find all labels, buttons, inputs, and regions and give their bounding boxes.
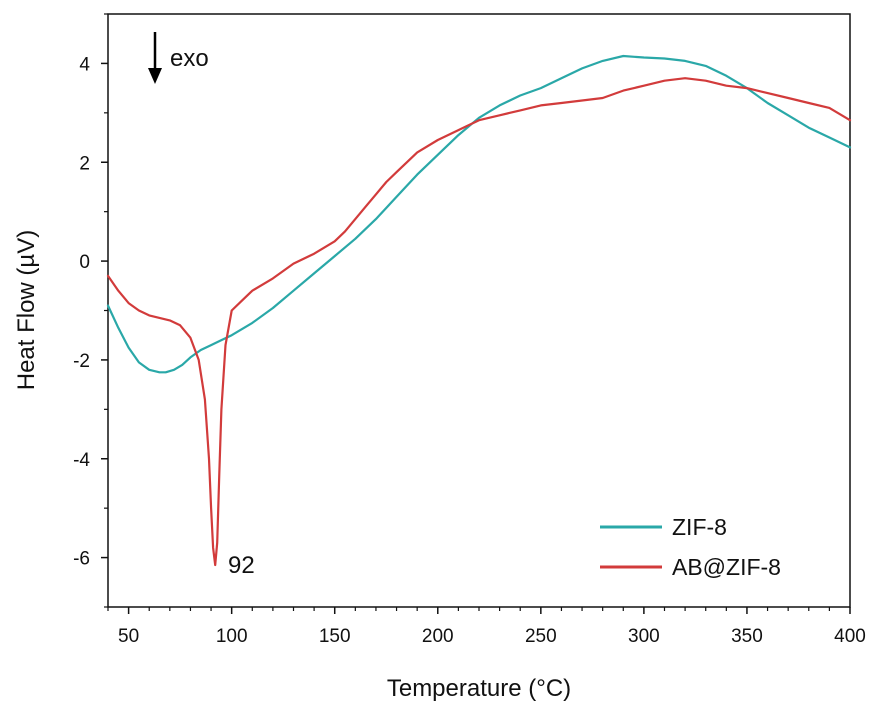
- y-tick-label: -4: [73, 450, 90, 471]
- x-tick-label: 100: [216, 626, 248, 647]
- plot-frame: [107, 13, 851, 608]
- x-tick-label: 250: [525, 626, 557, 647]
- exo-annotation: exo: [148, 32, 209, 84]
- x-tick-label: 200: [422, 626, 454, 647]
- series-line-ab-zif8: [106, 77, 852, 567]
- exo-label: exo: [170, 45, 209, 72]
- x-tick-label: 400: [834, 626, 866, 647]
- y-tick-label: 4: [79, 54, 90, 75]
- x-tick-label: 50: [118, 626, 139, 647]
- series-layer: [106, 54, 852, 567]
- y-tick-label: -2: [73, 351, 90, 372]
- series-line-zif8: [106, 54, 852, 374]
- x-tick-label: 350: [731, 626, 763, 647]
- y-tick-label: -6: [73, 549, 90, 570]
- x-tick-label: 300: [628, 626, 660, 647]
- axis-ticks: 50 100 150 200 250 300 350 400 -6 -4 -2 0 2 4: [73, 13, 866, 647]
- peak-label: 92: [228, 552, 255, 579]
- legend: ZIF-8 AB@ZIF-8: [600, 514, 781, 580]
- x-axis-title: Temperature (°C): [387, 675, 571, 702]
- legend-label-zif8: ZIF-8: [672, 514, 727, 540]
- legend-label-ab-zif8: AB@ZIF-8: [672, 554, 781, 580]
- y-tick-label: 0: [79, 252, 90, 273]
- y-axis-title: Heat Flow (µV): [13, 230, 40, 391]
- y-tick-label: 2: [79, 153, 90, 174]
- exo-arrow-head: [148, 68, 162, 84]
- x-tick-label: 150: [319, 626, 351, 647]
